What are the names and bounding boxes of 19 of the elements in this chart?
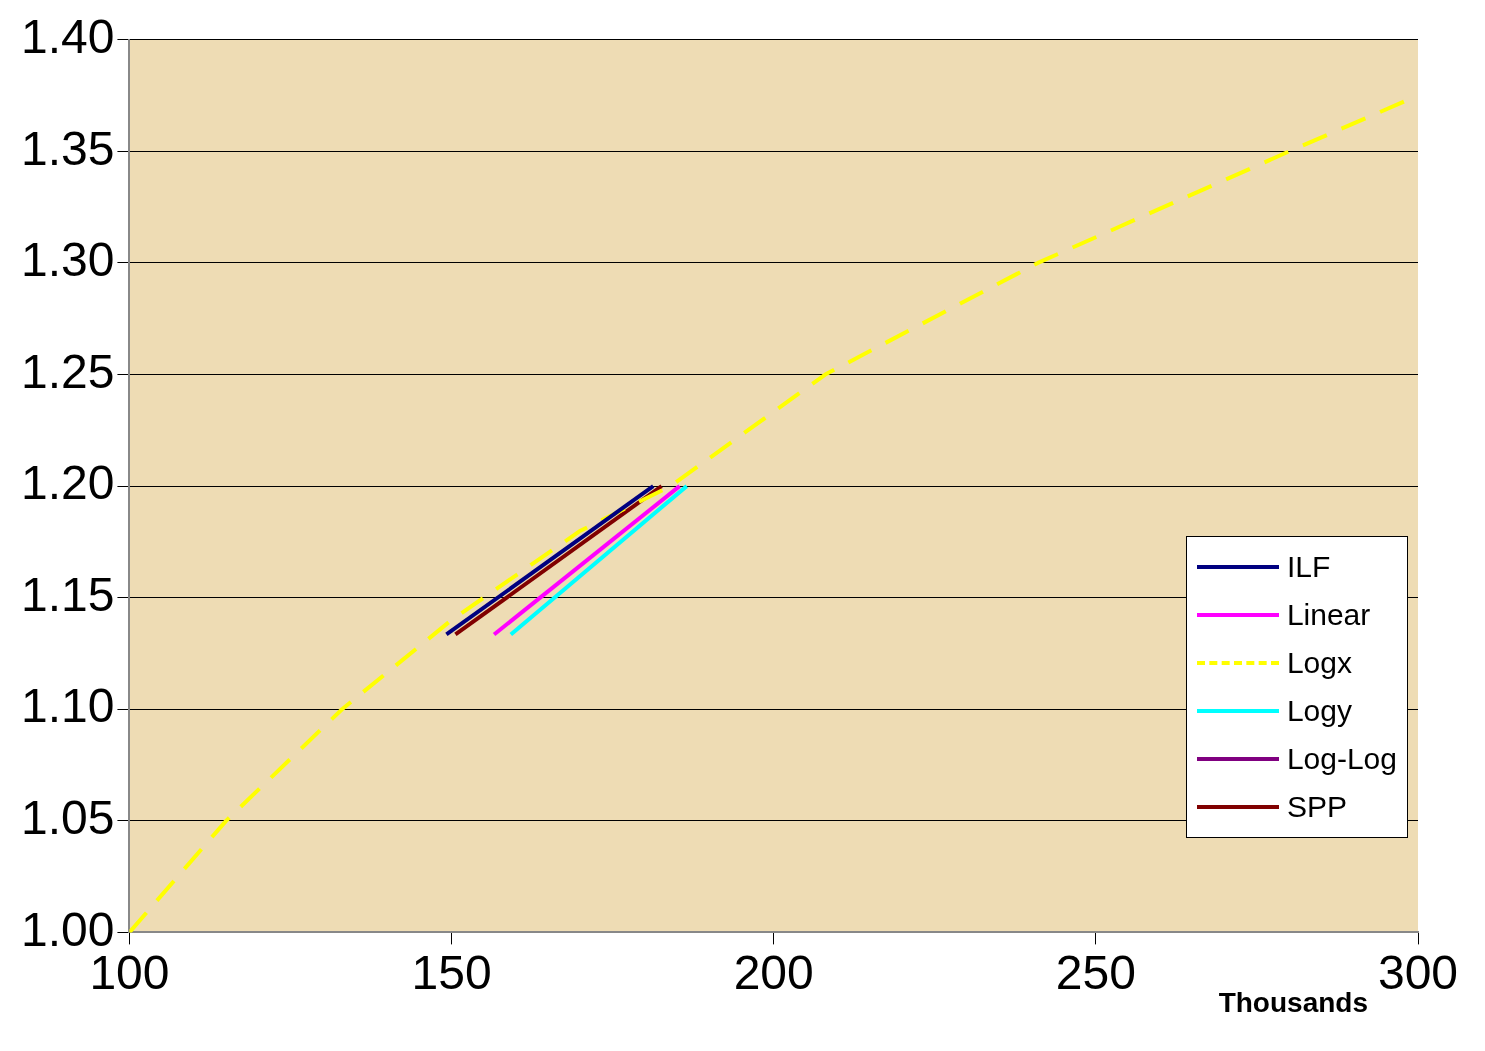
y-tick-label: 1.25 <box>21 344 115 398</box>
y-tick-label: 1.05 <box>21 791 115 845</box>
y-tick-label: 1.35 <box>21 121 115 175</box>
x-axis-title: Thousands <box>1218 987 1368 1019</box>
legend-label: Log-Log <box>1286 742 1397 776</box>
y-tick-label: 1.20 <box>21 456 115 510</box>
legend-label: SPP <box>1286 790 1347 824</box>
legend-label: Logy <box>1286 694 1352 728</box>
legend-label: Linear <box>1286 598 1371 632</box>
x-tick-label: 200 <box>733 946 814 1000</box>
legend-label: ILF <box>1286 550 1331 584</box>
y-tick-label: 1.30 <box>21 233 115 287</box>
x-tick-label: 150 <box>411 946 492 1000</box>
y-tick-label: 1.40 <box>21 10 115 64</box>
x-tick-label: 300 <box>1377 946 1459 1000</box>
x-tick-label: 250 <box>1055 946 1136 1000</box>
legend-label: Logx <box>1286 646 1352 680</box>
y-tick-label: 1.15 <box>21 567 115 621</box>
y-tick-label: 1.10 <box>21 679 115 733</box>
